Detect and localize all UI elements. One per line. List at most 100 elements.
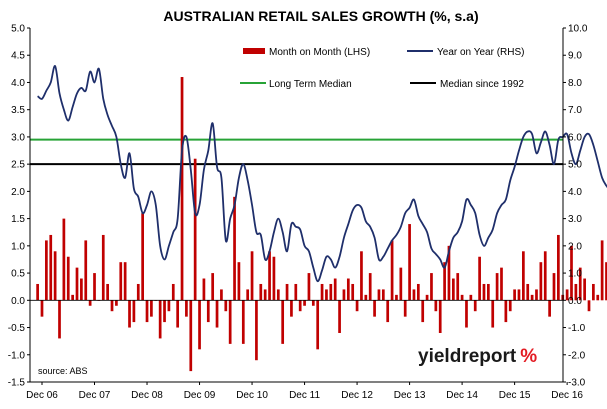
mom-bar [128,300,131,328]
left-tick-label: 2.5 [11,160,25,171]
mom-bar [430,273,433,301]
mom-bar [578,267,582,301]
mom-bar [495,273,499,301]
right-tick-label: 6.0 [568,132,582,143]
x-tick-label: Dec 11 [289,390,320,401]
mom-bar [530,294,534,301]
mom-bar [215,300,219,328]
mom-bar [276,289,280,301]
mom-bar [224,300,228,312]
mom-bar [596,294,600,301]
right-tick-label: 7.0 [568,105,582,116]
mom-bar [482,283,486,301]
mom-bar [198,300,201,350]
mom-bar [535,289,538,301]
mom-bar [290,300,293,317]
x-tick-label: Dec 08 [131,390,163,401]
mom-bar [329,283,333,301]
axes [29,28,564,383]
left-tick-label: 0.5 [11,269,25,280]
mom-bar [570,245,573,301]
left-tick-label: 2.0 [11,187,25,198]
mom-bar [421,300,425,323]
mom-bar [171,283,175,301]
mom-bar [543,251,547,301]
mom-bar [355,300,359,312]
mom-bar [465,300,468,328]
mom-bar [237,262,241,301]
right-tick-label: 8.0 [568,78,582,89]
right-tick-label: 4.0 [568,187,582,198]
right-tick-label: 0.0 [568,296,582,307]
mom-bar [189,300,193,372]
mom-bar [119,262,123,301]
mom-bar [320,283,324,301]
x-tick-label: Dec 07 [79,390,111,401]
x-tick-label: Dec 14 [446,390,478,401]
mom-bar [136,283,140,301]
mom-bar [241,300,245,344]
mom-bar [487,283,490,301]
month-on-month-bars [36,77,607,372]
mom-bar [163,300,166,323]
mom-bar [307,273,311,301]
right-tick-label: 1.0 [568,269,582,280]
left-tick-label: 5.0 [11,24,25,35]
left-tick-label: 3.5 [11,105,25,116]
legend-swatch-mom [243,48,265,54]
mom-bar [110,300,114,312]
left-tick-label: 4.0 [11,78,25,89]
mom-bar [552,273,556,301]
legend-label-median-1992: Median since 1992 [440,79,524,90]
yieldreport-logo: yieldreport% [418,346,537,367]
mom-bar [263,289,267,301]
mom-bar [368,273,372,301]
legend-label-long-term-median: Long Term Median [269,79,352,90]
mom-bar [548,300,551,317]
mom-bar [101,234,105,301]
mom-bar [451,278,455,301]
left-tick-label: 1.0 [11,241,25,252]
mom-bar [399,267,403,301]
mom-bar [298,300,302,312]
mom-bar [513,289,516,301]
mom-bar [403,300,407,317]
left-tick-label: 1.5 [11,214,25,225]
mom-bar [132,300,136,323]
legend-label-mom: Month on Month (LHS) [269,47,370,58]
mom-bar [434,300,438,312]
mom-bar [364,294,368,301]
mom-bar [333,278,337,301]
left-tick-label: -1.0 [8,350,26,361]
mom-bar [294,283,298,301]
year-on-year-line [37,65,607,283]
mom-bar [395,294,398,301]
mom-bar [592,283,595,301]
left-axis-ticks: -1.5 -1.0 -0.5 0.0 0.5 1.0 1.5 2.0 2.5 3.0 3.5 4.0 4… [8,24,30,389]
mom-bar [62,218,66,301]
mom-bar [526,283,530,301]
left-tick-label: 3.0 [11,132,25,143]
mom-bar [390,240,394,301]
right-tick-label: 2.0 [568,241,582,252]
mom-bar [285,283,289,301]
left-tick-label: 0.0 [11,296,25,307]
right-tick-label: 9.0 [568,51,582,62]
right-tick-label: 10.0 [568,24,588,35]
mom-bar [106,283,109,301]
mom-bar [473,300,477,312]
mom-bar [185,300,188,317]
reference-lines [30,138,563,166]
mom-bar [268,251,271,301]
right-tick-label: 3.0 [568,214,582,225]
mom-bar [517,289,521,301]
mom-bar [202,278,206,301]
x-tick-label: Dec 13 [394,390,426,401]
mom-bar [150,300,153,317]
mom-bar [115,300,118,306]
mom-bar [167,300,171,312]
mom-bar [412,289,416,301]
x-tick-label: Dec 12 [341,390,373,401]
mom-bar [469,294,473,301]
mom-bar [88,300,92,306]
